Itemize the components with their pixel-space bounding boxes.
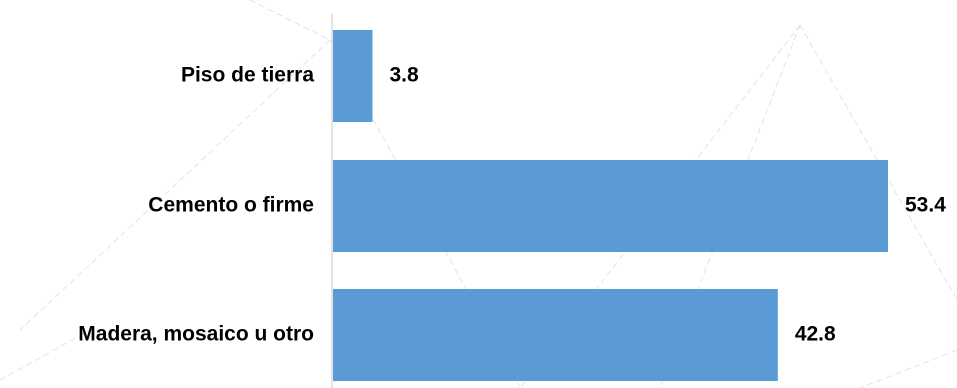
background-line (249, 0, 331, 41)
data-label: 53.4 (905, 194, 946, 217)
background-line (0, 329, 91, 381)
background-line (19, 39, 331, 331)
category-label: Piso de tierra (181, 64, 314, 87)
bar-piso-de-tierra (333, 30, 373, 122)
data-label: 42.8 (795, 323, 836, 346)
background-line (859, 349, 957, 388)
bar-cemento-o-firme (333, 160, 888, 252)
bar-madera-mosaico-u-otro (333, 289, 778, 381)
category-label: Cemento o firme (148, 194, 314, 217)
category-label: Madera, mosaico u otro (78, 323, 314, 346)
background-line (799, 24, 957, 301)
data-label: 3.8 (389, 64, 419, 87)
